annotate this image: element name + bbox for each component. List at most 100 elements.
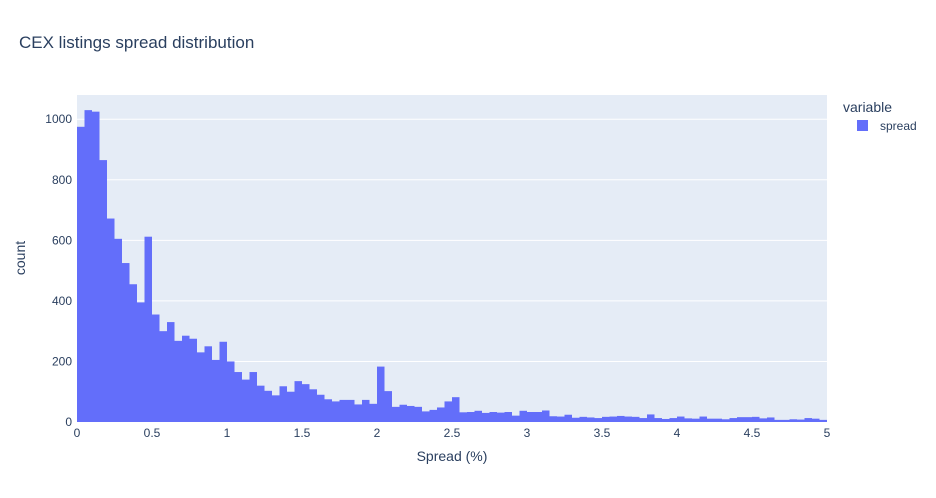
histogram-bar[interactable] (99, 160, 108, 422)
histogram-bar[interactable] (294, 381, 303, 422)
histogram-bar[interactable] (77, 126, 85, 423)
histogram-bar[interactable] (662, 418, 670, 422)
histogram-bar[interactable] (302, 384, 310, 422)
histogram-bar[interactable] (774, 419, 783, 422)
histogram-bar[interactable] (789, 419, 798, 422)
histogram-bar[interactable] (782, 419, 790, 422)
histogram-bar[interactable] (257, 385, 265, 422)
histogram-bar[interactable] (534, 412, 543, 422)
histogram-bar[interactable] (107, 218, 115, 422)
histogram-bar[interactable] (504, 412, 513, 422)
histogram-bar[interactable] (129, 284, 138, 422)
histogram-bar[interactable] (189, 338, 198, 422)
histogram-bar[interactable] (84, 110, 93, 422)
legend-swatch-spread[interactable] (857, 120, 868, 131)
histogram-bar[interactable] (564, 414, 573, 422)
histogram-bar[interactable] (317, 394, 325, 422)
histogram-bar[interactable] (474, 410, 483, 422)
histogram-bar[interactable] (684, 418, 693, 422)
histogram-bar[interactable] (167, 322, 175, 422)
histogram-bar[interactable] (729, 418, 738, 422)
histogram-bar[interactable] (414, 406, 423, 422)
histogram-bars[interactable] (77, 110, 828, 423)
histogram-bar[interactable] (92, 111, 100, 423)
legend-label-spread[interactable]: spread (880, 119, 917, 133)
histogram-bar[interactable] (122, 263, 130, 422)
histogram-bar[interactable] (737, 417, 745, 422)
histogram-bar[interactable] (542, 410, 550, 422)
histogram-bar[interactable] (234, 372, 243, 422)
histogram-bar[interactable] (512, 415, 520, 422)
histogram-bar[interactable] (422, 411, 430, 422)
histogram-bar[interactable] (699, 416, 708, 422)
histogram-bar[interactable] (459, 412, 468, 422)
histogram-bar[interactable] (324, 399, 333, 422)
histogram-bar[interactable] (204, 346, 213, 422)
histogram-bar[interactable] (639, 418, 648, 422)
histogram-bar[interactable] (579, 416, 588, 422)
histogram-bar[interactable] (744, 417, 753, 422)
histogram-bar[interactable] (602, 416, 610, 422)
histogram-bar[interactable] (647, 414, 655, 422)
histogram-bar[interactable] (309, 389, 318, 422)
histogram-bar[interactable] (369, 403, 378, 422)
histogram-bar[interactable] (242, 379, 250, 422)
histogram-bar[interactable] (339, 399, 348, 422)
histogram-bar[interactable] (804, 418, 813, 422)
histogram-bar[interactable] (594, 418, 603, 422)
histogram-bar[interactable] (429, 409, 438, 422)
histogram-bar[interactable] (392, 406, 400, 422)
histogram-bar[interactable] (437, 407, 445, 422)
histogram-bar[interactable] (654, 418, 663, 422)
histogram-bar[interactable] (212, 359, 220, 422)
histogram-bar[interactable] (152, 314, 160, 422)
histogram-bar[interactable] (497, 412, 505, 422)
histogram-bar[interactable] (759, 418, 768, 422)
histogram-bar[interactable] (587, 417, 595, 422)
histogram-bar[interactable] (722, 419, 730, 422)
histogram-bar[interactable] (384, 391, 393, 422)
histogram-bar[interactable] (182, 335, 190, 422)
histogram-bar[interactable] (377, 366, 385, 422)
histogram-bar[interactable] (549, 416, 558, 422)
histogram-bar[interactable] (452, 397, 460, 422)
histogram-bar[interactable] (144, 236, 153, 422)
histogram-bar[interactable] (519, 410, 528, 422)
histogram-bar[interactable] (227, 361, 235, 422)
histogram-bar[interactable] (272, 395, 280, 422)
histogram-bar[interactable] (752, 416, 760, 422)
histogram-bar[interactable] (444, 401, 453, 422)
histogram-bar[interactable] (287, 391, 295, 422)
histogram-bar[interactable] (332, 401, 340, 422)
histogram-bar[interactable] (219, 341, 228, 422)
histogram-bar[interactable] (264, 390, 273, 422)
histogram-bar[interactable] (407, 405, 415, 422)
histogram-bar[interactable] (819, 419, 828, 422)
histogram-bar[interactable] (572, 417, 580, 422)
histogram-bar[interactable] (669, 418, 678, 422)
histogram-bar[interactable] (527, 412, 535, 422)
legend[interactable]: variable spread (843, 99, 917, 133)
histogram-bar[interactable] (114, 238, 123, 422)
histogram-bar[interactable] (707, 418, 715, 422)
histogram-bar[interactable] (557, 416, 565, 422)
histogram-bar[interactable] (399, 404, 408, 422)
histogram-bar[interactable] (467, 412, 475, 422)
histogram-bar[interactable] (362, 399, 370, 422)
histogram-bar[interactable] (249, 372, 258, 422)
histogram-bar[interactable] (174, 340, 183, 422)
histogram-bar[interactable] (354, 404, 363, 422)
histogram-bar[interactable] (609, 416, 618, 422)
histogram-bar[interactable] (692, 418, 700, 422)
histogram-bar[interactable] (347, 399, 355, 422)
histogram-bar[interactable] (279, 386, 288, 422)
histogram-bar[interactable] (617, 415, 625, 422)
histogram-bar[interactable] (632, 416, 640, 422)
histogram-bar[interactable] (677, 416, 685, 422)
histogram-bar[interactable] (714, 418, 723, 422)
histogram-bar[interactable] (482, 412, 490, 422)
histogram-bar[interactable] (137, 302, 145, 422)
histogram-bar[interactable] (797, 419, 805, 422)
histogram-bar[interactable] (197, 352, 205, 422)
histogram-bar[interactable] (489, 412, 498, 422)
